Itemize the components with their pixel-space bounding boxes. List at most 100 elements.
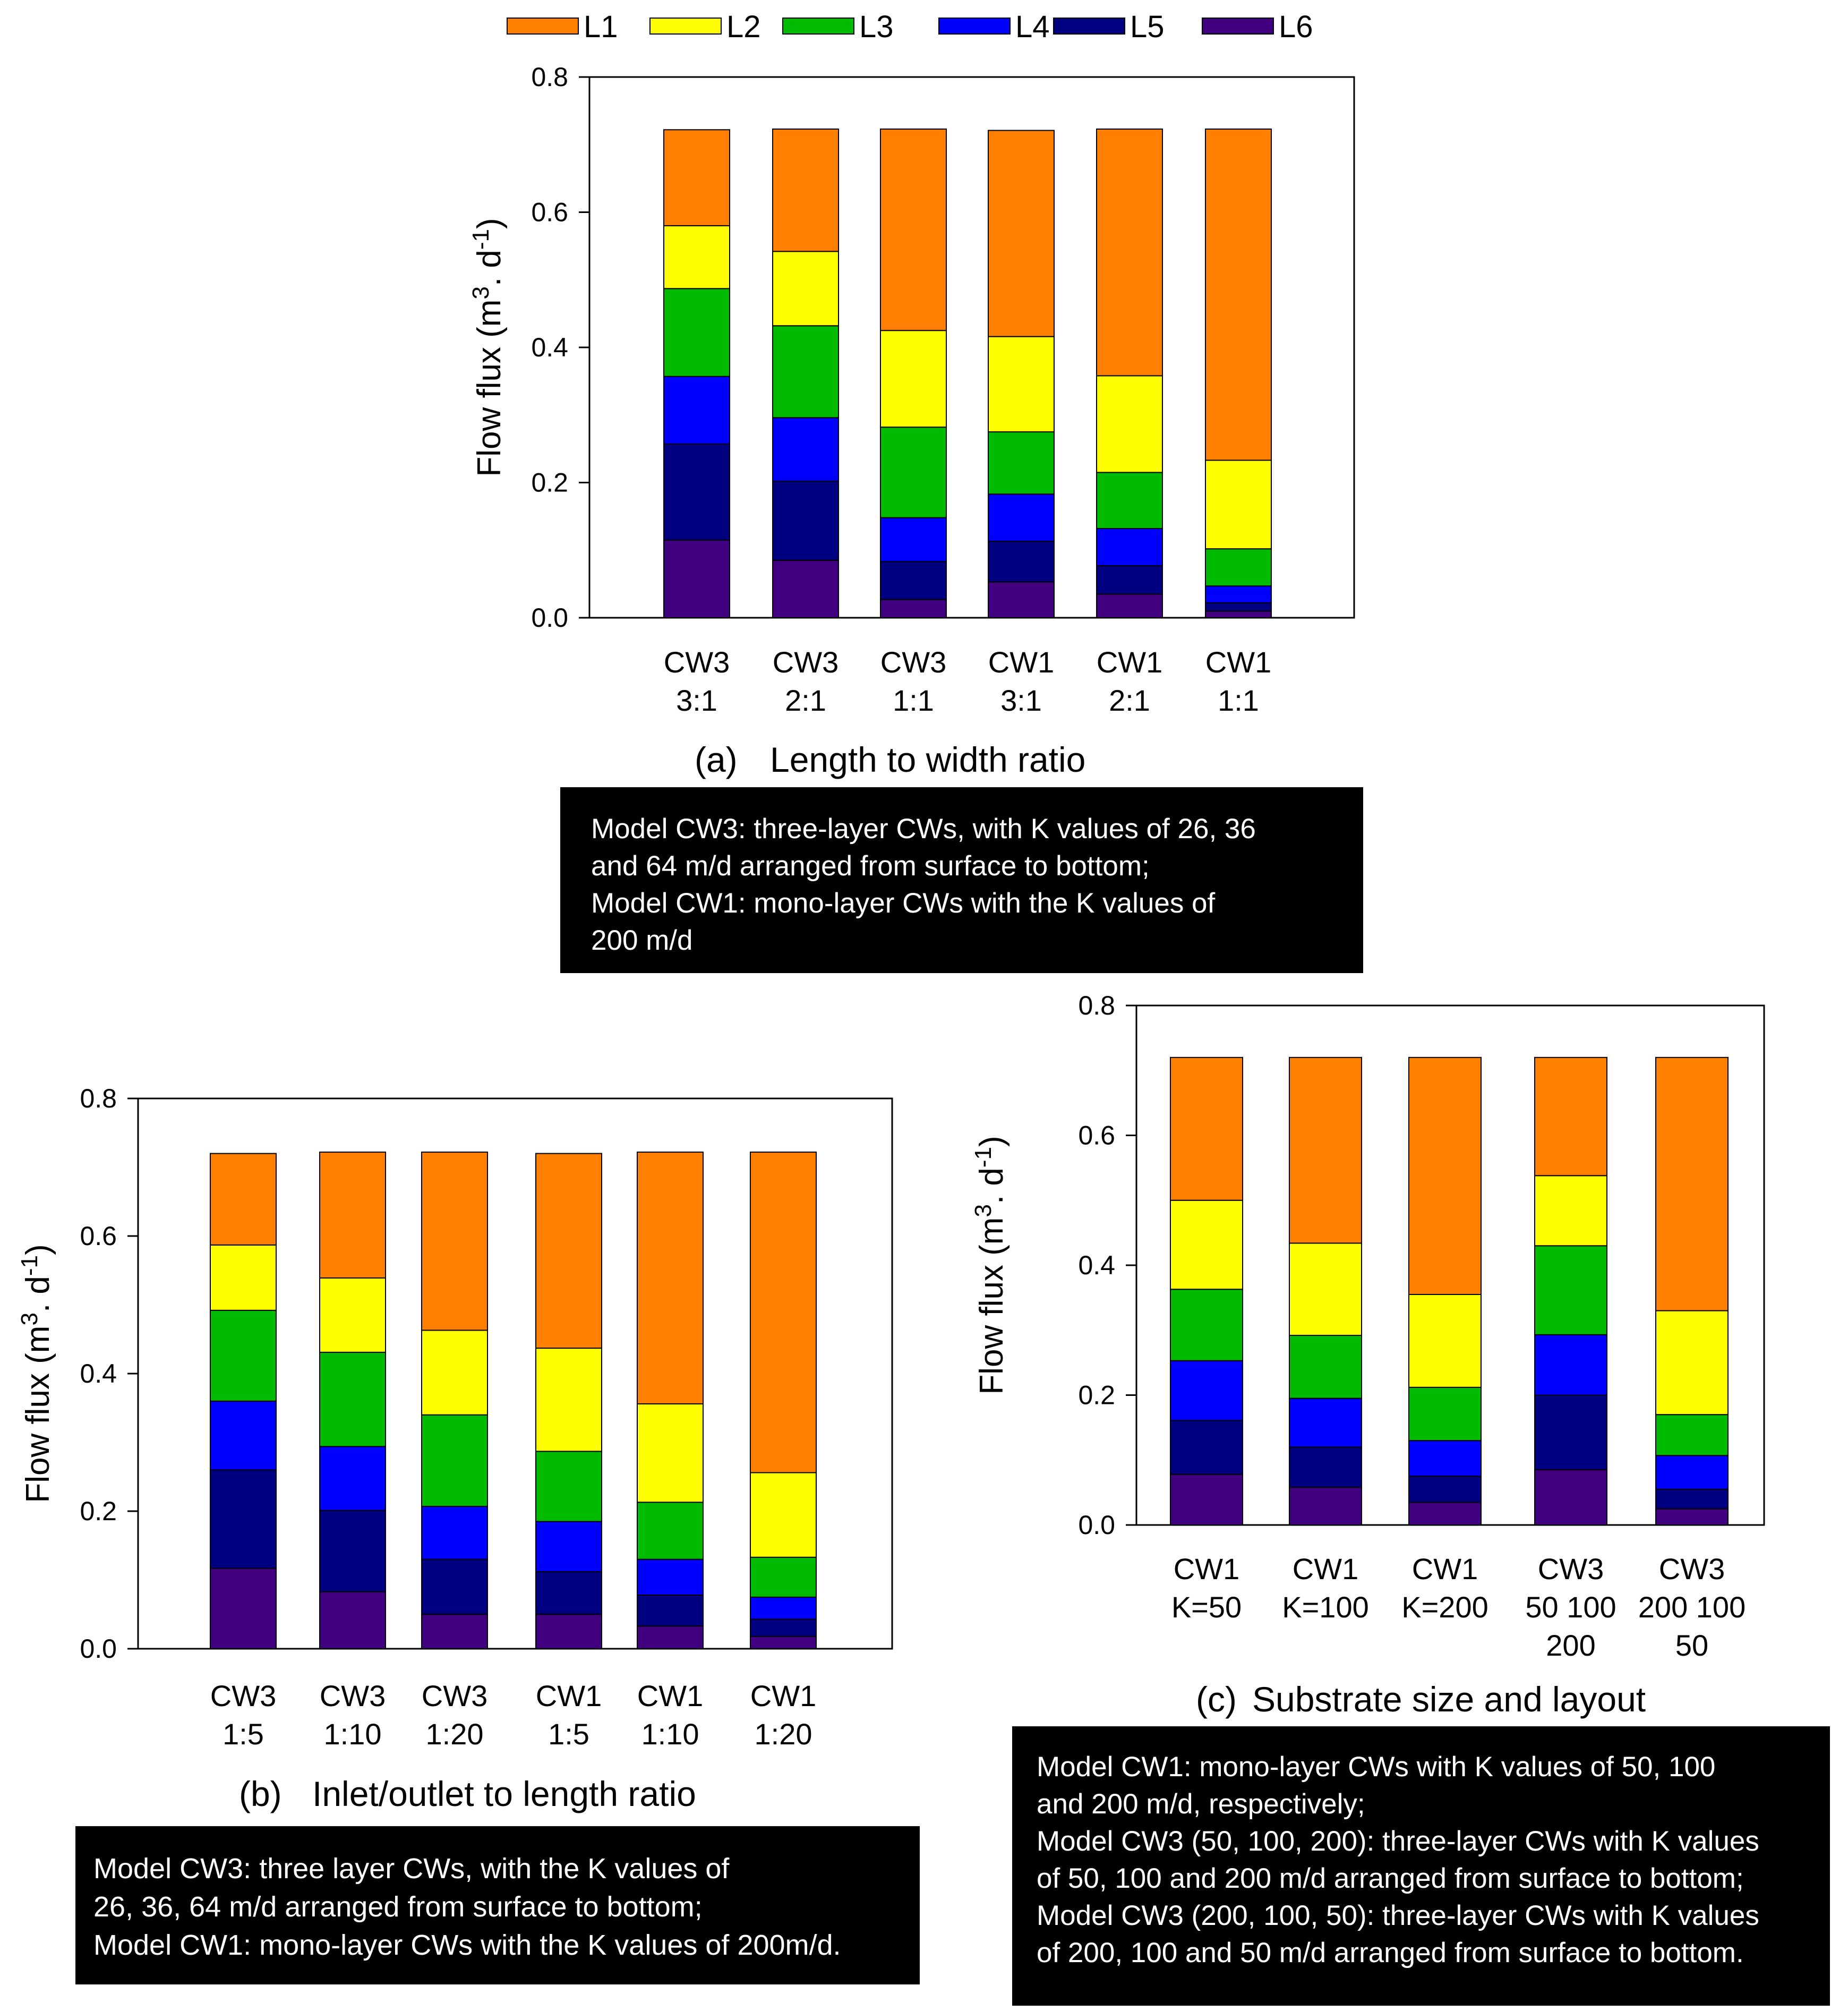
bar-segment-l5 xyxy=(988,541,1055,583)
x-category-label: CW3 1:20 xyxy=(422,1679,487,1751)
bar-segment-l1 xyxy=(988,130,1055,337)
y-axis-label: Flow flux (m3. d-1) xyxy=(16,1244,56,1503)
x-category-label-line: 1:5 xyxy=(223,1717,264,1751)
y-tick-label: 0.0 xyxy=(531,603,568,633)
bar-segment-l5 xyxy=(663,443,730,541)
bar-segment-l1 xyxy=(750,1152,817,1473)
note-c-line: of 50, 100 and 200 m/d arranged from sur… xyxy=(1037,1863,1744,1894)
bar-segment-l1 xyxy=(637,1152,704,1404)
legend-label-l6: L6 xyxy=(1279,10,1313,44)
bar-segment-l5 xyxy=(750,1618,817,1637)
y-axis-label-part: . d xyxy=(20,1276,56,1313)
x-category-label-line: K=100 xyxy=(1282,1590,1369,1624)
bar-segment-l3 xyxy=(1205,548,1272,587)
bar-segment-l1 xyxy=(535,1153,602,1349)
y-tick-label: 0.6 xyxy=(80,1221,117,1251)
bar-segment-l4 xyxy=(1205,585,1272,604)
legend-swatch-l3 xyxy=(782,18,854,35)
bar-segment-l6 xyxy=(880,599,947,618)
bar-segment-l1 xyxy=(319,1152,386,1279)
x-category-label: CW3 3:1 xyxy=(664,645,730,717)
x-category-label-line: 1:5 xyxy=(548,1717,589,1751)
bar-segment-l6 xyxy=(637,1625,704,1649)
bar-segment-l4 xyxy=(535,1521,602,1572)
bar-segment-l6 xyxy=(663,539,730,618)
note-box-c: Model CW1: mono-layer CWs with K values … xyxy=(1012,1726,1830,2006)
x-category-label-line: CW1 xyxy=(1097,645,1162,679)
bar-segment-l5 xyxy=(1655,1488,1729,1510)
bar-segment-l4 xyxy=(421,1505,488,1560)
bar-segment-l4 xyxy=(750,1596,817,1620)
x-category-label: CW1 3:1 xyxy=(988,645,1054,717)
legend-swatch-l1 xyxy=(507,18,579,35)
bar-segment-l3 xyxy=(421,1414,488,1507)
bar-segment-l2 xyxy=(772,251,839,327)
y-tick-label: 0.6 xyxy=(531,198,568,227)
x-category-label-line: CW3 xyxy=(773,645,839,679)
x-category-label: CW1 1:10 xyxy=(637,1679,703,1751)
note-c-line: Model CW3 (200, 100, 50): three-layer CW… xyxy=(1037,1900,1759,1931)
bar-segment-l4 xyxy=(637,1558,704,1596)
bar-segment-l6 xyxy=(988,581,1055,618)
legend-swatch-l4 xyxy=(938,18,1011,35)
legend: L1 L2 L3 L4 L5 L6 xyxy=(507,10,1313,44)
bar-segment-l5 xyxy=(1096,565,1163,595)
y-tick-label: 0.2 xyxy=(1078,1381,1115,1410)
legend-swatch-l6 xyxy=(1202,18,1274,35)
bar-segment-l2 xyxy=(319,1277,386,1353)
y-axis-label-superscript: -1 xyxy=(970,1147,996,1168)
note-c-line: of 200, 100 and 50 m/d arranged from sur… xyxy=(1037,1937,1744,1969)
bar-segment-l1 xyxy=(1096,128,1163,377)
note-c-line: and 200 m/d, respectively; xyxy=(1037,1788,1365,1820)
note-a-line: 200 m/d xyxy=(591,925,693,956)
bar-segment-l4 xyxy=(1534,1334,1607,1396)
note-b-line: Model CW3: three layer CWs, with the K v… xyxy=(93,1853,730,1885)
bar-segment-l5 xyxy=(1170,1420,1243,1475)
bar-segment-l3 xyxy=(535,1451,602,1522)
y-tick-label: 0.4 xyxy=(531,333,568,362)
x-category-label-line: 1:20 xyxy=(755,1717,812,1751)
bar-segment-l1 xyxy=(663,129,730,226)
y-axis-label-part: ) xyxy=(20,1244,56,1255)
x-category-label: CW1 K=100 xyxy=(1282,1552,1369,1624)
bar-segment-l6 xyxy=(1096,593,1163,619)
bar-segment-l2 xyxy=(1534,1175,1607,1247)
y-axis-label-part: Flow flux (m xyxy=(973,1217,1010,1395)
legend-label-l5: L5 xyxy=(1130,10,1165,44)
bar-segment-l2 xyxy=(421,1330,488,1416)
y-tick-label: 0.0 xyxy=(80,1634,117,1664)
bar-segment-l4 xyxy=(210,1400,277,1471)
bar-segment-l4 xyxy=(319,1446,386,1511)
x-category-label-line: 1:1 xyxy=(1218,684,1259,717)
bar-segment-l2 xyxy=(210,1244,277,1311)
x-category-label-line: 2:1 xyxy=(785,684,826,717)
y-tick-label: 0.8 xyxy=(80,1084,117,1113)
legend-swatch-l2 xyxy=(649,18,722,35)
bar-segment-l2 xyxy=(1408,1294,1482,1388)
x-category-label-line: 1:1 xyxy=(893,684,934,717)
bar-segment-l6 xyxy=(1408,1502,1482,1526)
bar-segment-l1 xyxy=(1289,1056,1362,1244)
x-category-label-line: 3:1 xyxy=(1000,684,1042,717)
x-category-label-line: CW3 xyxy=(210,1679,276,1712)
note-c-line: Model CW3 (50, 100, 200): three-layer CW… xyxy=(1037,1826,1759,1857)
bar-segment-l6 xyxy=(535,1614,602,1649)
legend-label-l3: L3 xyxy=(859,10,894,44)
bar-segment-l5 xyxy=(535,1571,602,1615)
x-category-label-line: CW3 xyxy=(320,1679,386,1712)
x-category-label-line: CW1 xyxy=(1293,1552,1358,1586)
legend-label-l4: L4 xyxy=(1015,10,1050,44)
y-axis-label-superscript: 3 xyxy=(970,1204,996,1217)
bar-segment-l2 xyxy=(637,1403,704,1503)
caption-letter: (a) xyxy=(695,740,738,779)
bar-segment-l6 xyxy=(319,1591,386,1649)
x-category-label-line: CW1 xyxy=(1205,645,1271,679)
bar-segment-l5 xyxy=(421,1558,488,1615)
bar-segment-l2 xyxy=(750,1472,817,1558)
bar-segment-l4 xyxy=(988,493,1055,542)
bar-segment-l6 xyxy=(421,1614,488,1649)
y-axis-label-superscript: -1 xyxy=(468,229,494,250)
caption-title: Inlet/outlet to length ratio xyxy=(312,1774,696,1813)
bar-segment-l3 xyxy=(1096,472,1163,530)
